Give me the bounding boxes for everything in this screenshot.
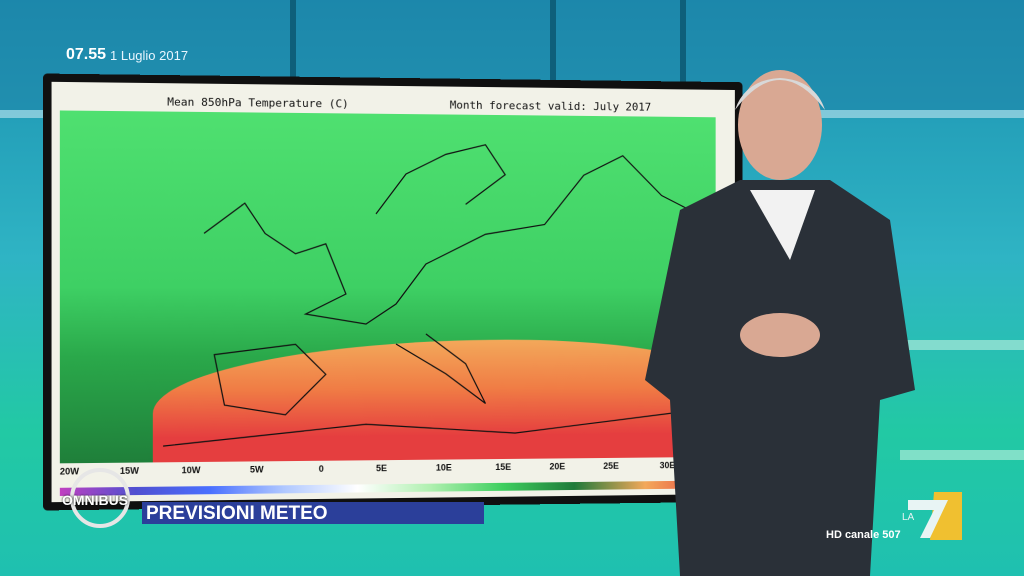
presenter [640, 60, 930, 576]
segment-banner: PREVISIONI METEO [142, 502, 484, 524]
channel-logo: LA [900, 490, 962, 540]
lon-label: 20W [60, 466, 79, 476]
temperature-field [60, 110, 716, 463]
clock-time: 07.55 [66, 46, 106, 64]
lon-label: 10W [182, 465, 201, 475]
lon-label: 20E [549, 461, 565, 471]
map-title-right: Month forecast valid: July 2017 [450, 99, 651, 114]
lon-label: 0 [319, 464, 324, 474]
channel-logo-text: LA [902, 512, 915, 523]
show-logo: OMNIBUS [62, 492, 128, 508]
lon-label: 5E [376, 463, 387, 473]
segment-title: PREVISIONI METEO [146, 503, 328, 525]
channel-info: HD canale 507 [826, 529, 901, 541]
color-scale [60, 480, 716, 495]
coastlines [60, 110, 716, 463]
lon-label: 15E [495, 462, 511, 472]
map-title-left: Mean 850hPa Temperature (C) [167, 95, 349, 110]
lon-label: 15W [120, 466, 139, 476]
weather-map-screen: Mean 850hPa Temperature (C) Month foreca… [43, 74, 742, 511]
broadcast-date: 1 Luglio 2017 [110, 48, 188, 63]
weather-map: Mean 850hPa Temperature (C) Month foreca… [52, 82, 735, 502]
lon-label: 25E [603, 461, 619, 471]
lon-label: 10E [436, 462, 452, 472]
lon-label: 5W [250, 464, 264, 474]
